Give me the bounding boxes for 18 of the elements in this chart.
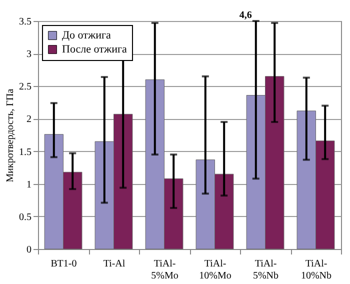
text: 4,6 (239, 10, 252, 21)
x-tick-label: ВТ1-0 (50, 258, 77, 270)
x-tick-label: TiAl- 10%Nb (300, 258, 332, 282)
y-tick-label: 1 (26, 179, 32, 190)
legend-label: После отжига (62, 44, 128, 56)
y-tick-label: 2.5 (19, 82, 32, 93)
legend-label: До отжига (62, 30, 112, 42)
y-tick-label: 2 (26, 114, 32, 126)
y-tick-label: 0 (26, 244, 32, 256)
x-tick-label: Ti-Al (103, 258, 126, 270)
y-tick-label: 0.5 (19, 212, 32, 223)
y-tick-label: 3 (26, 49, 32, 60)
x-tick-label: TiAl- 10%Mo (199, 258, 232, 282)
x-tick-label: TiAl- 5%Nb (252, 258, 279, 282)
y-axis-title: Микротвердость, ГПа (5, 88, 16, 182)
x-tick-label: TiAl- 5%Mo (151, 258, 178, 282)
y-tick-label: 1.5 (19, 146, 32, 158)
y-tick-label: 3.5 (19, 16, 32, 28)
